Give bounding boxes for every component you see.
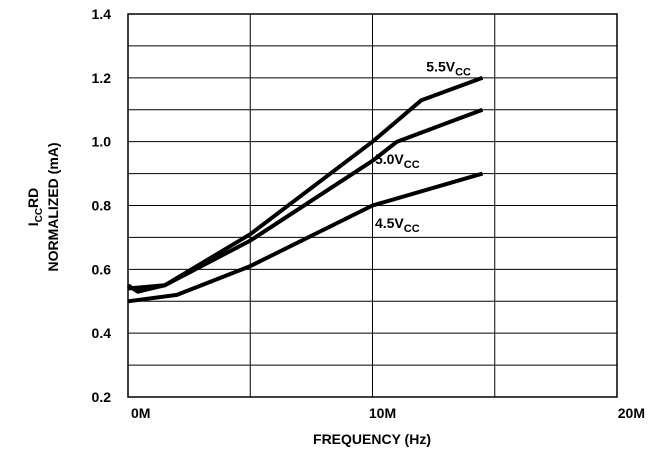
series-line-0	[126, 75, 484, 294]
x-tick-label-0: 0M	[131, 405, 150, 421]
y-tick-label-1: 0.4	[92, 325, 112, 341]
y-tick-label-2: 0.6	[92, 261, 112, 277]
y-tick-label-5: 1.2	[92, 70, 112, 86]
series-label-2: 4.5VCC	[375, 215, 420, 235]
series-label-sub-1: CC	[404, 159, 420, 171]
plot-frame	[127, 13, 618, 398]
series-label-1: 5.0VCC	[375, 151, 420, 171]
x-axis-title: FREQUENCY (Hz)	[313, 431, 431, 447]
y-tick-label-0: 0.2	[92, 389, 112, 405]
series-line-1	[127, 107, 484, 291]
x-tick-labels: 0M 10M 20M	[131, 405, 645, 421]
y-axis-title-line2: NORMALIZED (mA)	[45, 142, 61, 271]
series-label-main-0: 5.5V	[426, 58, 455, 74]
y-tick-labels: 0.2 0.4 0.6 0.8 1.0 1.2 1.4	[92, 6, 112, 405]
series-label-sub-2: CC	[404, 223, 420, 235]
y-axis-title-sub: CC	[34, 208, 45, 222]
y-tick-label-6: 1.4	[92, 6, 112, 22]
y-axis-title-tail: RD	[25, 188, 41, 208]
y-tick-label-4: 1.0	[92, 134, 112, 150]
x-tick-label-1: 10M	[369, 405, 396, 421]
y-tick-label-3: 0.8	[92, 198, 112, 214]
svg-text:ICCRD: ICCRD	[25, 188, 45, 227]
series-label-0: 5.5VCC	[426, 58, 471, 78]
series-line-2	[127, 171, 484, 304]
x-tick-label-2: 20M	[618, 405, 645, 421]
series-label-sub-0: CC	[455, 66, 471, 78]
series-lines	[126, 75, 484, 304]
series-label-main-2: 4.5V	[375, 215, 404, 231]
y-axis-title: ICCRD NORMALIZED (mA)	[25, 142, 61, 271]
y-axis-title-main: I	[25, 222, 41, 226]
series-label-main-1: 5.0V	[375, 151, 404, 167]
